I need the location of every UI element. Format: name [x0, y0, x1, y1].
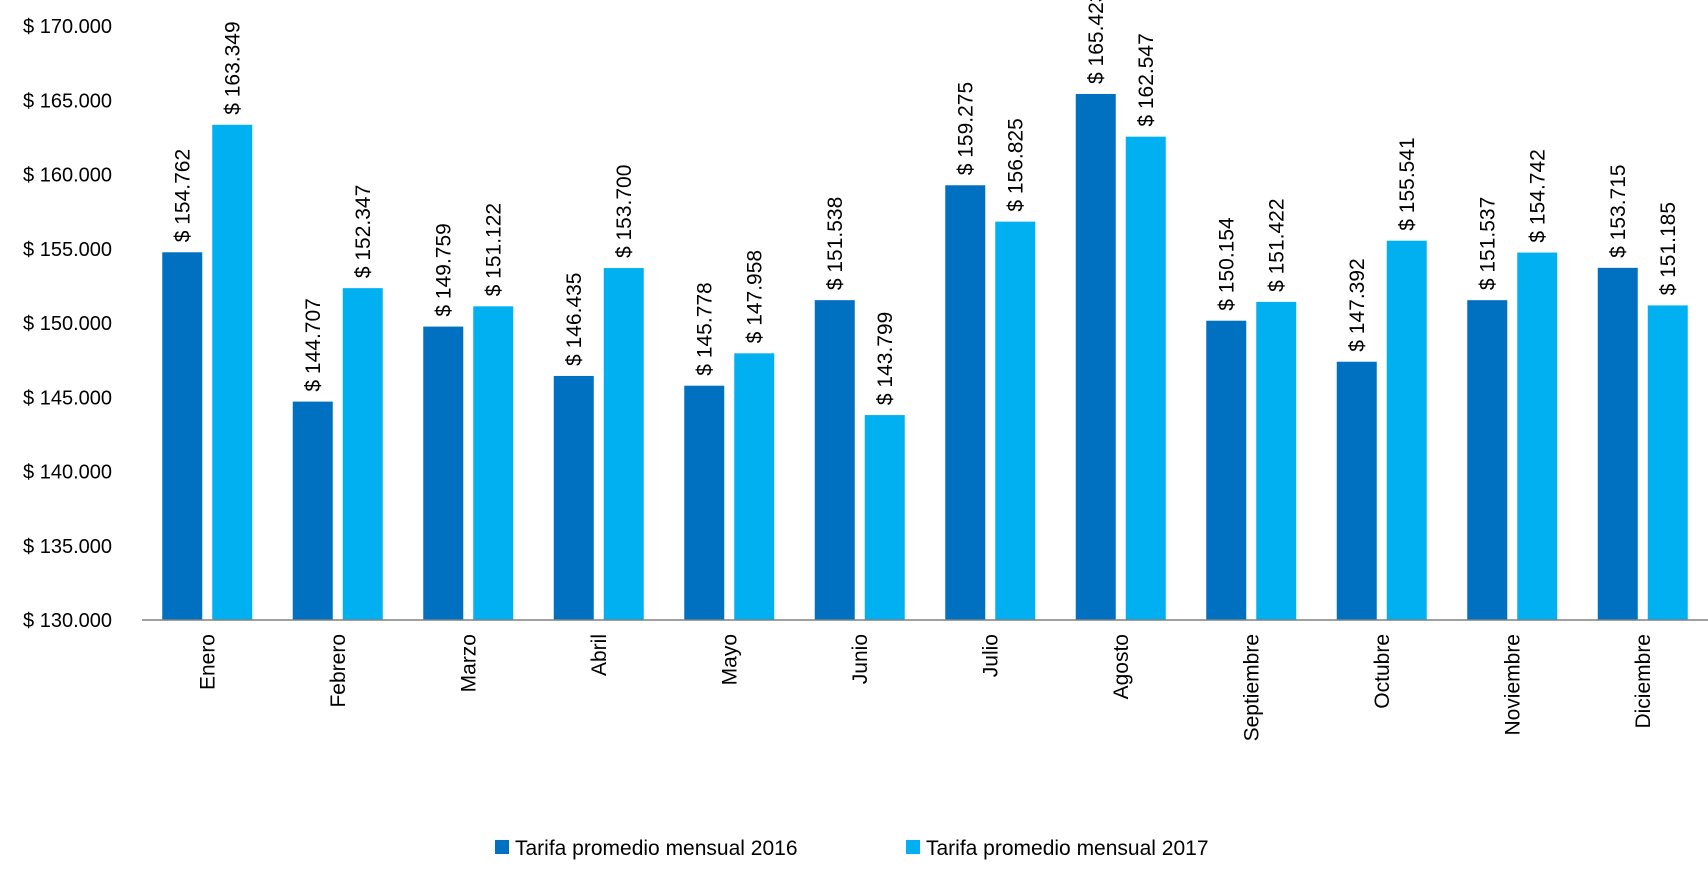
- bar-2017-septiembre: [1256, 301, 1297, 620]
- data-label: $ 155.541: [1396, 137, 1419, 230]
- bar-2017-diciembre: [1647, 305, 1688, 620]
- category-label: Junio: [849, 634, 872, 684]
- bar-2017-marzo: [473, 306, 514, 620]
- data-label: $ 154.762: [171, 149, 194, 242]
- y-tick-label: $ 145.000: [23, 387, 112, 409]
- bar-2017-junio: [864, 415, 905, 620]
- bar-2016-junio: [814, 300, 855, 620]
- bar-2017-mayo: [734, 353, 775, 620]
- data-label: $ 156.825: [1004, 118, 1027, 211]
- y-axis: $ 130.000 $ 135.000 $ 140.000 $ 145.000 $ 15…: [23, 16, 112, 632]
- data-label: $ 145.778: [693, 282, 716, 375]
- data-label: $ 152.347: [352, 185, 375, 278]
- bar-2016-julio: [945, 185, 986, 621]
- data-label: $ 150.154: [1215, 217, 1238, 311]
- bars: [162, 93, 1688, 621]
- data-label: $ 154.742: [1526, 149, 1549, 242]
- data-label: $ 147.958: [743, 250, 766, 343]
- bar-2017-agosto: [1125, 136, 1166, 620]
- data-label: $ 153.700: [613, 165, 636, 258]
- data-labels: $ 154.762 $ 163.349 $ 144.707 $ 152.347 $ 14…: [171, 0, 1680, 405]
- legend: Tarifa promedio mensual 2016 Tarifa prome…: [495, 837, 1209, 860]
- bar-2016-octubre: [1336, 361, 1377, 620]
- x-axis: Enero Febrero Marzo Abril Mayo Junio Julio Agos…: [196, 634, 1655, 741]
- data-label: $ 151.122: [482, 203, 505, 296]
- category-label: Septiembre: [1240, 634, 1263, 741]
- y-tick-label: $ 170.000: [23, 16, 112, 38]
- data-label: $ 143.799: [874, 312, 897, 405]
- data-label: $ 153.715: [1607, 164, 1630, 257]
- bar-2017-octubre: [1386, 240, 1427, 620]
- legend-label: Tarifa promedio mensual 2016: [515, 837, 798, 860]
- data-label: $ 144.707: [302, 298, 325, 391]
- data-label: $ 159.275: [954, 82, 977, 175]
- bar-2017-febrero: [342, 288, 383, 620]
- data-label: $ 151.538: [824, 197, 847, 290]
- bar-2016-agosto: [1075, 93, 1116, 621]
- y-tick-label: $ 140.000: [23, 462, 112, 484]
- category-label: Febrero: [327, 634, 350, 708]
- data-label: $ 146.435: [563, 273, 586, 366]
- bar-2017-abril: [603, 268, 644, 620]
- bar-2016-marzo: [423, 326, 464, 620]
- y-tick-label: $ 130.000: [23, 610, 112, 632]
- data-label: $ 151.422: [1265, 198, 1288, 291]
- category-label: Agosto: [1110, 634, 1133, 699]
- data-label: $ 165.423: [1085, 0, 1108, 84]
- y-tick-label: $ 135.000: [23, 536, 112, 558]
- bar-2017-noviembre: [1517, 252, 1558, 620]
- category-label: Abril: [588, 634, 611, 676]
- category-label: Julio: [979, 634, 1002, 677]
- data-label: $ 149.759: [432, 223, 455, 316]
- data-label: $ 147.392: [1346, 258, 1369, 351]
- data-label: $ 163.349: [221, 21, 244, 114]
- bar-2016-diciembre: [1597, 267, 1638, 620]
- bar-2016-mayo: [684, 385, 725, 620]
- category-label: Enero: [196, 634, 219, 690]
- bar-2016-enero: [162, 252, 203, 620]
- legend-label: Tarifa promedio mensual 2017: [926, 837, 1209, 860]
- bar-2016-abril: [553, 375, 594, 620]
- data-label: $ 162.547: [1135, 33, 1158, 126]
- category-label: Marzo: [457, 634, 480, 692]
- bar-2017-enero: [212, 124, 253, 621]
- y-tick-label: $ 155.000: [23, 239, 112, 261]
- category-label: Noviembre: [1501, 634, 1524, 736]
- legend-swatch: [906, 840, 920, 854]
- y-tick-label: $ 165.000: [23, 90, 112, 112]
- category-label: Mayo: [718, 634, 741, 685]
- legend-swatch: [495, 840, 509, 854]
- data-label: $ 151.185: [1657, 202, 1680, 295]
- data-label: $ 151.537: [1476, 197, 1499, 290]
- category-label: Diciembre: [1632, 634, 1655, 729]
- category-label: Octubre: [1371, 634, 1394, 709]
- bar-2016-septiembre: [1206, 320, 1247, 620]
- y-tick-label: $ 160.000: [23, 165, 112, 187]
- bar-2016-noviembre: [1467, 300, 1508, 620]
- bar-2017-julio: [995, 221, 1036, 620]
- bar-2016-febrero: [292, 401, 333, 620]
- y-tick-label: $ 150.000: [23, 313, 112, 335]
